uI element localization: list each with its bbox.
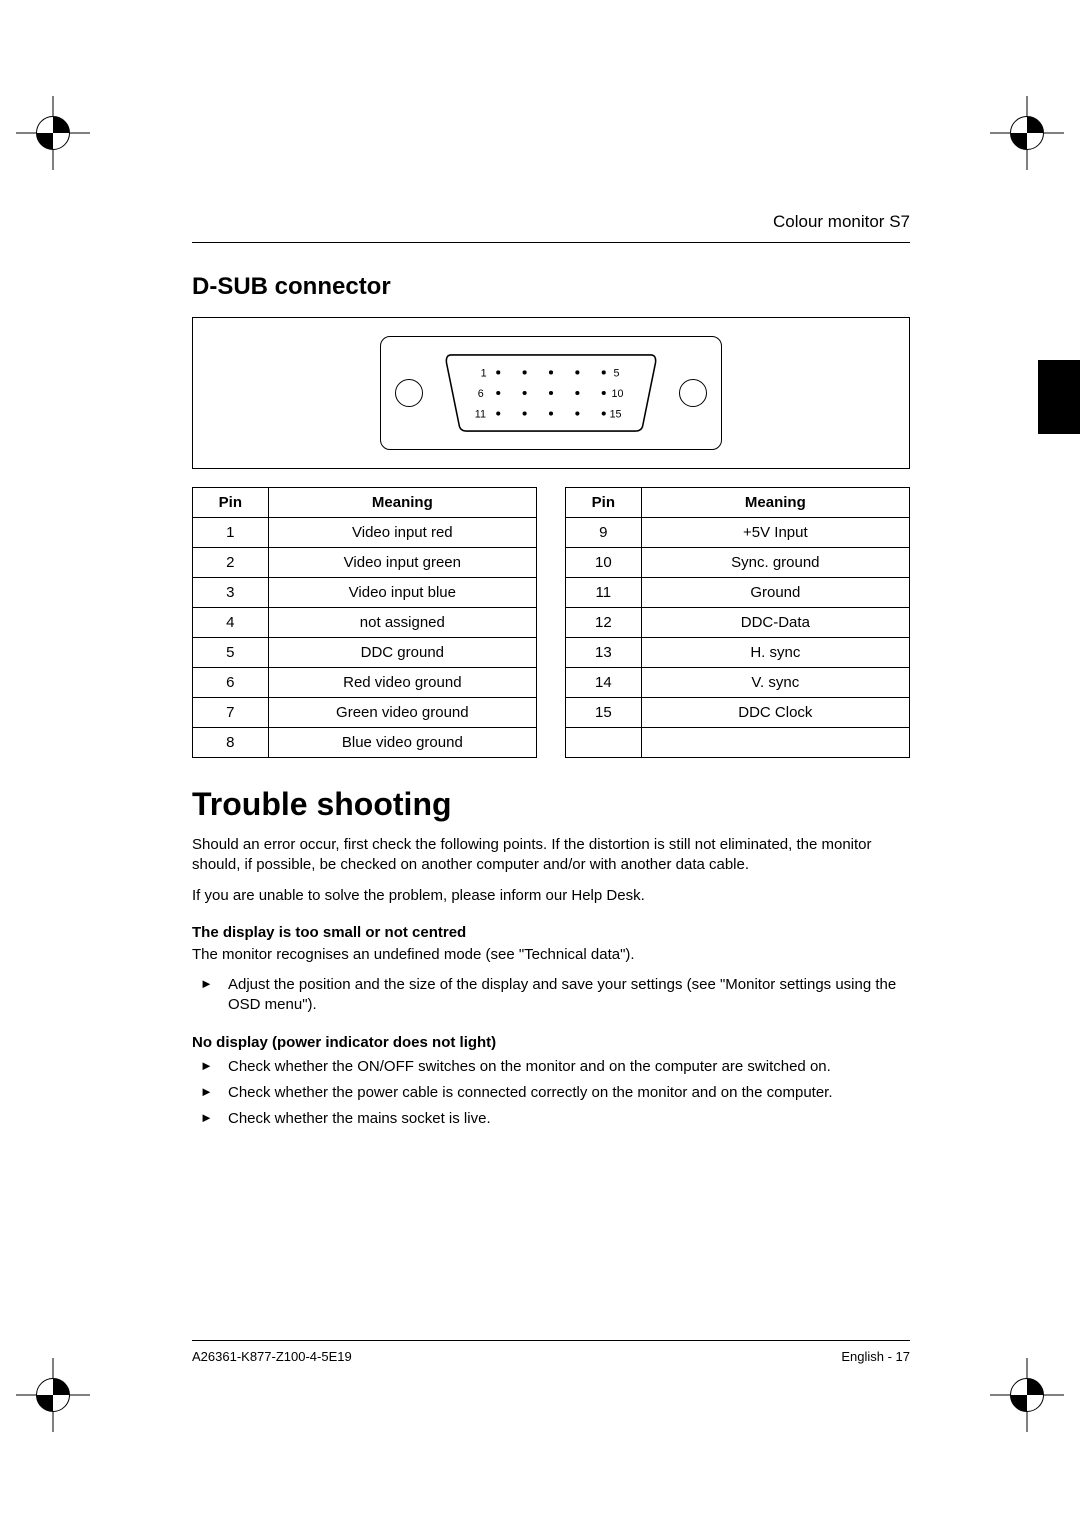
pin-tables: Pin Meaning 1Video input red2Video input…	[192, 487, 910, 758]
step-list: Check whether the ON/OFF switches on the…	[192, 1057, 910, 1130]
col-header: Pin	[566, 488, 642, 518]
cell-pin	[566, 728, 642, 758]
cell-meaning: not assigned	[268, 608, 536, 638]
cell-pin: 1	[193, 518, 269, 548]
pin-table-right: Pin Meaning 9+5V Input10Sync. ground11Gr…	[565, 487, 910, 758]
pin-label: 15	[610, 408, 622, 420]
pin-label: 1	[481, 367, 487, 379]
table-row: 14V. sync	[566, 668, 910, 698]
table-row: 2Video input green	[193, 548, 537, 578]
cell-pin: 2	[193, 548, 269, 578]
cell-pin: 5	[193, 638, 269, 668]
cell-meaning: Green video ground	[268, 698, 536, 728]
cell-meaning: DDC Clock	[641, 698, 909, 728]
table-row: 4not assigned	[193, 608, 537, 638]
cell-pin: 11	[566, 578, 642, 608]
thumb-tab	[1038, 360, 1080, 434]
dsub-outer-shell: 1 5 6 10 11 15	[380, 336, 722, 450]
cell-pin: 15	[566, 698, 642, 728]
table-row	[566, 728, 910, 758]
table-row: 7Green video ground	[193, 698, 537, 728]
cell-meaning	[641, 728, 909, 758]
document-page: Colour monitor S7 D-SUB connector	[0, 0, 1080, 1528]
cell-pin: 4	[193, 608, 269, 638]
cell-pin: 3	[193, 578, 269, 608]
step-item: Adjust the position and the size of the …	[192, 975, 910, 1016]
cell-meaning: Video input blue	[268, 578, 536, 608]
cell-meaning: Ground	[641, 578, 909, 608]
dsub-screw-icon	[679, 379, 707, 407]
table-row: 1Video input red	[193, 518, 537, 548]
cell-pin: 14	[566, 668, 642, 698]
dsub-pin-field: 1 5 6 10 11 15	[443, 351, 659, 435]
dsub-screw-icon	[395, 379, 423, 407]
table-row: 5DDC ground	[193, 638, 537, 668]
running-head: Colour monitor S7	[192, 212, 910, 243]
table-row: 12DDC-Data	[566, 608, 910, 638]
paragraph: If you are unable to solve the problem, …	[192, 886, 910, 906]
cell-pin: 13	[566, 638, 642, 668]
step-item: Check whether the ON/OFF switches on the…	[192, 1057, 910, 1077]
step-item: Check whether the mains socket is live.	[192, 1109, 910, 1129]
registration-mark-icon	[1004, 1372, 1050, 1418]
cell-pin: 10	[566, 548, 642, 578]
section-title-trouble: Trouble shooting	[192, 786, 910, 823]
registration-mark-icon	[30, 1372, 76, 1418]
table-row: 6Red video ground	[193, 668, 537, 698]
cell-meaning: Sync. ground	[641, 548, 909, 578]
registration-mark-icon	[30, 110, 76, 156]
cell-meaning: H. sync	[641, 638, 909, 668]
paragraph: Should an error occur, first check the f…	[192, 835, 910, 876]
table-row: 8Blue video ground	[193, 728, 537, 758]
cell-pin: 12	[566, 608, 642, 638]
footer-page-number: English - 17	[841, 1349, 910, 1364]
cell-meaning: V. sync	[641, 668, 909, 698]
registration-mark-icon	[1004, 110, 1050, 156]
pin-table-left: Pin Meaning 1Video input red2Video input…	[192, 487, 537, 758]
cell-meaning: Video input red	[268, 518, 536, 548]
section-title-dsub: D-SUB connector	[192, 273, 910, 301]
step-list: Adjust the position and the size of the …	[192, 975, 910, 1016]
cell-pin: 9	[566, 518, 642, 548]
cell-meaning: +5V Input	[641, 518, 909, 548]
cell-meaning: Red video ground	[268, 668, 536, 698]
cell-pin: 7	[193, 698, 269, 728]
cell-meaning: Blue video ground	[268, 728, 536, 758]
paragraph: The monitor recognises an undefined mode…	[192, 945, 910, 965]
pin-label: 10	[612, 388, 624, 400]
table-row: 10Sync. ground	[566, 548, 910, 578]
col-header: Meaning	[268, 488, 536, 518]
col-header: Pin	[193, 488, 269, 518]
cell-pin: 8	[193, 728, 269, 758]
table-row: 11Ground	[566, 578, 910, 608]
page-footer: A26361-K877-Z100-4-5E19 English - 17	[192, 1300, 910, 1364]
table-row: 3Video input blue	[193, 578, 537, 608]
cell-pin: 6	[193, 668, 269, 698]
subtopic-title: No display (power indicator does not lig…	[192, 1034, 910, 1051]
cell-meaning: DDC-Data	[641, 608, 909, 638]
cell-meaning: DDC ground	[268, 638, 536, 668]
table-row: 9+5V Input	[566, 518, 910, 548]
table-row: 13H. sync	[566, 638, 910, 668]
pin-label: 5	[614, 367, 620, 379]
pin-label: 6	[478, 388, 484, 400]
footer-doc-id: A26361-K877-Z100-4-5E19	[192, 1349, 352, 1364]
step-item: Check whether the power cable is connect…	[192, 1083, 910, 1103]
col-header: Meaning	[641, 488, 909, 518]
dsub-connector-figure: 1 5 6 10 11 15	[192, 317, 910, 469]
table-row: 15DDC Clock	[566, 698, 910, 728]
page-content: Colour monitor S7 D-SUB connector	[192, 212, 910, 1378]
pin-label: 11	[475, 408, 486, 420]
subtopic-title: The display is too small or not centred	[192, 924, 910, 941]
cell-meaning: Video input green	[268, 548, 536, 578]
